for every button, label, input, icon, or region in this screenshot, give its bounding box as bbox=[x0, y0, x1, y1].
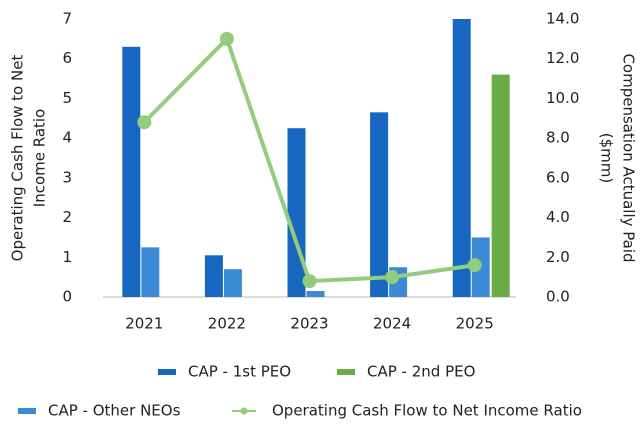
legend-swatch bbox=[18, 408, 36, 414]
bar bbox=[122, 46, 141, 297]
y-tick-label: 6 bbox=[62, 49, 72, 67]
y-tick-label: 1 bbox=[62, 248, 72, 266]
legend-label: CAP - 1st PEO bbox=[188, 363, 291, 381]
legend-label: Operating Cash Flow to Net Income Ratio bbox=[272, 402, 582, 420]
legend-swatch bbox=[337, 369, 355, 375]
y-tick-label: 2 bbox=[62, 208, 72, 226]
legend-label: CAP - 2nd PEO bbox=[367, 363, 475, 381]
y-axis-title: Income Ratio bbox=[31, 109, 49, 207]
y-tick-label: 7 bbox=[62, 10, 72, 28]
legend-swatch bbox=[158, 369, 176, 375]
y-tick-label: 0 bbox=[62, 288, 72, 306]
line-marker bbox=[219, 31, 234, 46]
y-tick-label: 5 bbox=[62, 89, 72, 107]
bar bbox=[306, 291, 325, 297]
y2-tick-label: 12.0 bbox=[546, 49, 579, 67]
bar bbox=[204, 255, 223, 297]
y2-tick-label: 10.0 bbox=[546, 89, 579, 107]
y2-tick-label: 8.0 bbox=[546, 129, 570, 147]
bar bbox=[287, 128, 306, 297]
y2-axis-title: Compensation Actually Paid bbox=[620, 53, 638, 262]
y2-axis-title: ($mm) bbox=[598, 133, 616, 183]
y2-tick-label: 6.0 bbox=[546, 168, 570, 186]
legend-label: CAP - Other NEOs bbox=[48, 402, 181, 420]
x-tick-label: 2025 bbox=[456, 315, 494, 333]
bar bbox=[370, 112, 389, 297]
line-marker bbox=[467, 258, 482, 273]
line-marker bbox=[137, 115, 152, 130]
x-tick-label: 2022 bbox=[208, 315, 246, 333]
y-tick-label: 3 bbox=[62, 168, 72, 186]
x-tick-label: 2023 bbox=[290, 315, 328, 333]
y2-tick-label: 14.0 bbox=[546, 10, 579, 28]
y-tick-label: 4 bbox=[62, 129, 72, 147]
y2-tick-label: 4.0 bbox=[546, 208, 570, 226]
bar bbox=[141, 247, 160, 297]
line-marker bbox=[385, 270, 400, 285]
bar bbox=[452, 19, 471, 297]
y2-tick-label: 2.0 bbox=[546, 248, 570, 266]
bar bbox=[223, 269, 242, 297]
line-marker bbox=[302, 274, 317, 289]
bar bbox=[491, 74, 510, 297]
y-axis-title: Operating Cash Flow to Net bbox=[9, 55, 27, 262]
x-tick-label: 2024 bbox=[373, 315, 411, 333]
y2-tick-label: 0.0 bbox=[546, 288, 570, 306]
line bbox=[142, 35, 475, 284]
legend-swatch bbox=[240, 407, 248, 415]
x-tick-label: 2021 bbox=[125, 315, 163, 333]
